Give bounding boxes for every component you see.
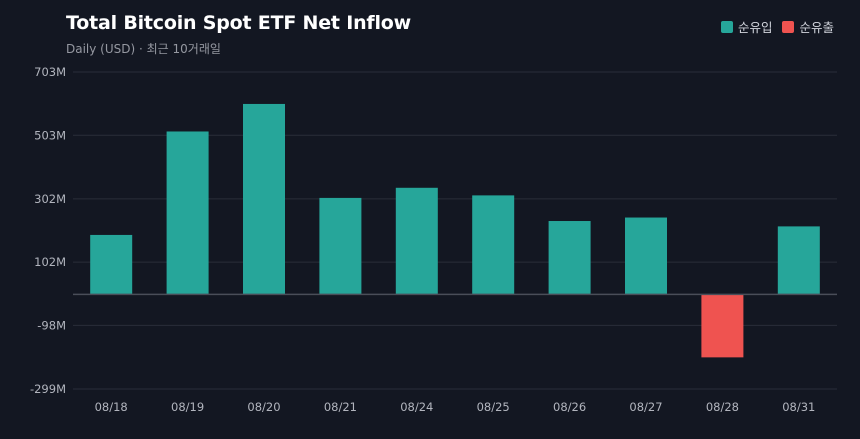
bar-08-25[interactable] [472, 195, 515, 295]
y-tick-label: -98M [37, 318, 66, 332]
legend-label-inflow: 순유입 [737, 20, 773, 35]
x-tick-label: 08/20 [247, 400, 280, 414]
x-tick-label: 08/31 [782, 400, 815, 414]
x-tick-label: 08/26 [553, 400, 586, 414]
bar-08-26[interactable] [548, 221, 591, 295]
x-tick-label: 08/25 [477, 400, 510, 414]
legend-label-outflow: 순유출 [799, 20, 834, 35]
bar-08-28[interactable] [701, 294, 744, 358]
legend-swatch-inflow [720, 20, 733, 33]
x-tick-label: 08/18 [95, 400, 128, 414]
x-tick-label: 08/28 [706, 400, 739, 414]
bar-08-31[interactable] [777, 226, 820, 295]
y-tick-label: 703M [34, 65, 66, 79]
bar-08-24[interactable] [395, 187, 438, 295]
bar-08-20[interactable] [243, 103, 285, 295]
legend-swatch-outflow [782, 20, 795, 33]
bar-08-18[interactable] [90, 234, 133, 295]
x-tick-label: 08/19 [171, 400, 204, 414]
chart-legend: 순유입 순유출 [720, 17, 834, 36]
legend-item-inflow[interactable]: 순유입 [720, 17, 773, 36]
y-tick-label: 302M [34, 192, 66, 206]
y-axis-ticks: 703M 503M 302M 102M -98M -299M [30, 65, 66, 396]
chart-subtitle: Daily (USD) · 최근 10거래일 [66, 42, 221, 56]
x-tick-label: 08/21 [324, 400, 357, 414]
bar-08-19[interactable] [166, 131, 209, 295]
x-axis-ticks: 08/18 08/19 08/20 08/21 08/24 08/25 08/26 08/27… [95, 400, 816, 414]
y-tick-label: -299M [30, 382, 66, 396]
bar-08-21[interactable] [319, 197, 362, 295]
y-tick-label: 102M [34, 255, 66, 269]
y-tick-label: 503M [34, 128, 66, 142]
legend-item-outflow[interactable]: 순유출 [782, 17, 834, 36]
chart-title: Total Bitcoin Spot ETF Net Inflow [66, 12, 412, 34]
bar-08-27[interactable] [625, 217, 667, 295]
x-tick-label: 08/24 [400, 400, 433, 414]
bars [90, 103, 820, 358]
x-tick-label: 08/27 [629, 400, 662, 414]
